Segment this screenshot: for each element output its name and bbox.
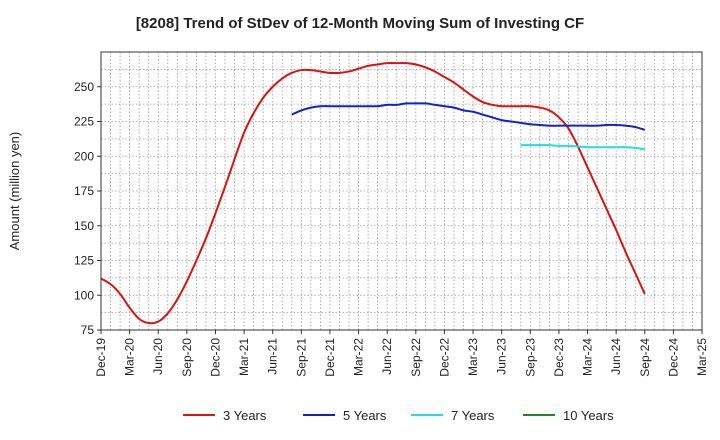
x-tick-label: Mar-25	[695, 338, 709, 376]
x-tick-label: Dec-23	[552, 338, 566, 377]
x-tick-label: Mar-22	[352, 338, 366, 376]
y-tick-label: 225	[74, 115, 94, 129]
legend-item-7-years: 7 Years	[411, 408, 495, 423]
y-axis-ticks: 75 100 125 150 175 200 225 250	[74, 80, 101, 337]
legend-label: 5 Years	[343, 408, 387, 423]
x-tick-label: Sep-20	[180, 338, 194, 377]
x-tick-label: Sep-21	[294, 338, 308, 377]
plot-background	[101, 52, 702, 330]
x-tick-label: Mar-20	[123, 338, 137, 376]
y-tick-label: 125	[74, 254, 94, 268]
legend-label: 3 Years	[223, 408, 267, 423]
legend-label: 10 Years	[563, 408, 614, 423]
x-tick-label: Sep-22	[409, 338, 423, 377]
x-tick-label: Mar-24	[581, 338, 595, 376]
y-tick-label: 150	[74, 219, 94, 233]
x-axis-ticks: Dec-19 Mar-20 Jun-20 Sep-20 Dec-20 Mar-21 Jun-…	[94, 330, 709, 377]
series-line-3-years	[100, 62, 646, 325]
x-tick-label: Jun-24	[609, 338, 623, 375]
x-tick-label: Dec-22	[437, 338, 451, 377]
legend-item-3-years: 3 Years	[183, 408, 267, 423]
chart-title: [8208] Trend of StDev of 12-Month Moving…	[136, 15, 584, 32]
x-tick-label: Jun-21	[266, 338, 280, 375]
legend-label: 7 Years	[451, 408, 495, 423]
legend-item-10-years: 10 Years	[523, 408, 614, 423]
series-layer	[100, 62, 646, 325]
y-axis-label: Amount (million yen)	[7, 132, 22, 251]
x-tick-label: Dec-19	[94, 338, 108, 377]
x-tick-label: Mar-21	[237, 338, 251, 376]
x-tick-label: Jun-20	[151, 338, 165, 375]
y-tick-label: 200	[74, 149, 94, 163]
series-line-7-years	[520, 144, 645, 151]
x-tick-label: Sep-24	[638, 338, 652, 377]
y-tick-label: 75	[81, 323, 95, 337]
y-tick-label: 250	[74, 80, 94, 94]
y-tick-label: 175	[74, 184, 94, 198]
grid	[100, 51, 703, 331]
legend-item-5-years: 5 Years	[303, 408, 387, 423]
y-tick-label: 100	[74, 288, 94, 302]
x-tick-label: Dec-24	[666, 338, 680, 377]
x-tick-label: Sep-23	[523, 338, 537, 377]
legend: 3 Years 5 Years 7 Years 10 Years	[183, 408, 614, 423]
x-tick-label: Dec-21	[323, 338, 337, 377]
series-line-5-years	[291, 102, 646, 131]
x-tick-label: Dec-20	[208, 338, 222, 377]
x-tick-label: Jun-23	[495, 338, 509, 375]
x-tick-label: Mar-23	[466, 338, 480, 376]
plot-area	[100, 51, 703, 331]
x-tick-label: Jun-22	[380, 338, 394, 375]
